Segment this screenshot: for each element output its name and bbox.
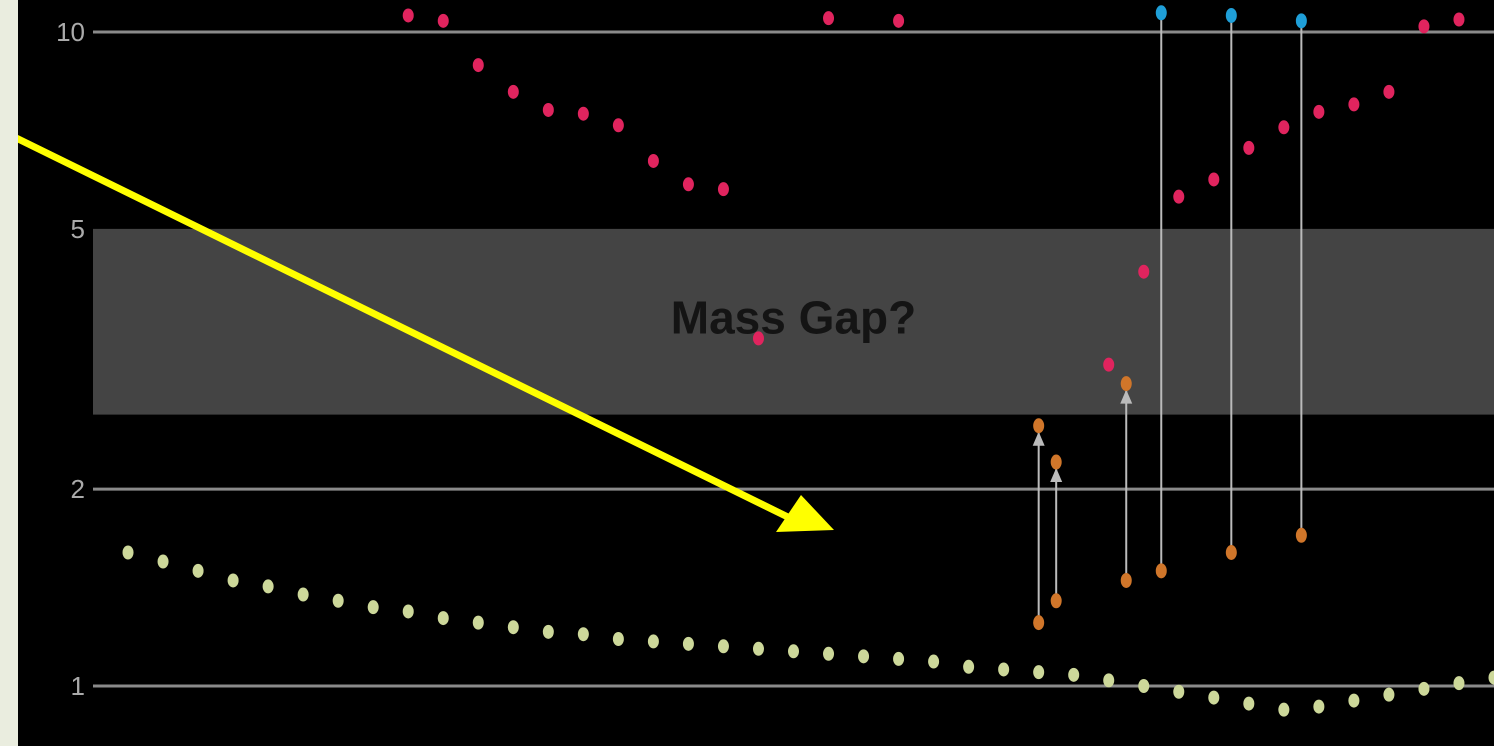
neutron-star-point xyxy=(1348,693,1360,708)
x-ray-point xyxy=(1208,172,1220,187)
neutron-star-point xyxy=(402,604,414,619)
merger-source-point xyxy=(1050,593,1062,609)
merger-product-point xyxy=(1120,376,1132,392)
neutron-star-point xyxy=(1313,699,1325,714)
neutron-star-point xyxy=(788,644,799,659)
neutron-star-point xyxy=(1208,690,1220,705)
merger-source-point xyxy=(1155,563,1167,579)
mass-gap-band xyxy=(93,228,1494,415)
x-ray-point xyxy=(1138,264,1150,279)
neutron-star-point xyxy=(682,636,694,651)
neutron-star-point xyxy=(823,646,835,661)
neutron-star-point xyxy=(227,573,239,588)
neutron-star-point xyxy=(752,641,764,656)
neutron-star-point xyxy=(1383,687,1395,702)
x-ray-point xyxy=(1348,97,1360,112)
x-ray-point xyxy=(1383,84,1395,99)
annotation-arrow xyxy=(18,134,800,526)
merger-source-point xyxy=(1120,572,1132,588)
mass-gap-label: Mass Gap? xyxy=(671,292,916,344)
merger-arrowhead xyxy=(1032,431,1045,446)
x-ray-point xyxy=(507,84,519,99)
merger-product-point xyxy=(1225,7,1237,23)
merger-product-point xyxy=(1155,5,1167,21)
neutron-star-point xyxy=(1068,667,1080,682)
neutron-star-point xyxy=(367,600,379,615)
chart: 10 5 2 1 Mass Gap? xyxy=(18,5,1494,717)
neutron-star-point xyxy=(647,634,659,649)
neutron-star-point xyxy=(928,654,940,669)
x-ray-point xyxy=(472,58,484,73)
merger-source-point xyxy=(1033,615,1045,631)
merger-arrowhead xyxy=(1120,389,1133,404)
merger-arrowhead xyxy=(1050,468,1063,483)
neutron-star-point xyxy=(717,639,729,654)
x-ray-point xyxy=(1313,104,1325,119)
x-ray-point xyxy=(893,13,905,28)
neutron-star-point xyxy=(577,627,589,642)
neutron-star-point xyxy=(192,563,204,578)
neutron-star-point xyxy=(437,611,449,626)
neutron-star-point xyxy=(1418,681,1430,696)
neutron-star-point xyxy=(262,579,274,594)
neutron-star-point xyxy=(1243,696,1255,711)
x-ray-point xyxy=(1173,189,1185,204)
neutron-star-point xyxy=(963,659,975,674)
merger-source-point xyxy=(1225,545,1237,561)
x-ray-point xyxy=(1103,357,1115,372)
neutron-star-point xyxy=(472,615,484,630)
annotation-arrowhead xyxy=(776,495,834,532)
merger-product-point xyxy=(1050,454,1062,470)
neutron-star-point xyxy=(542,624,554,639)
neutron-star-point xyxy=(858,649,870,664)
neutron-star-point xyxy=(122,545,134,560)
x-ray-point xyxy=(682,177,694,192)
x-ray-point xyxy=(542,102,554,117)
plot-panel: 10 5 2 1 Mass Gap? xyxy=(18,0,1494,746)
x-ray-point xyxy=(577,106,589,121)
merger-source-point xyxy=(1295,527,1307,543)
y-tick-label: 1 xyxy=(71,671,85,701)
neutron-star-point xyxy=(893,651,905,666)
neutron-star-point xyxy=(1033,665,1045,680)
neutron-star-point xyxy=(1278,702,1290,717)
y-tick-label: 2 xyxy=(71,474,85,504)
x-ray-point xyxy=(1278,120,1290,135)
x-ray-point xyxy=(647,153,659,168)
neutron-star-point xyxy=(297,587,309,602)
neutron-star-point xyxy=(612,631,624,646)
neutron-star-point xyxy=(507,620,519,635)
neutron-star-point xyxy=(998,662,1010,677)
y-tick-label: 10 xyxy=(56,17,85,47)
y-tick-label: 5 xyxy=(71,214,85,244)
x-ray-point xyxy=(823,11,835,26)
x-ray-point xyxy=(612,118,624,133)
x-ray-point xyxy=(717,182,729,197)
merger-product-point xyxy=(1295,13,1307,29)
x-ray-point xyxy=(402,8,414,23)
x-ray-point xyxy=(437,13,449,28)
x-ray-point xyxy=(1453,12,1465,27)
merger-product-point xyxy=(1033,418,1045,434)
neutron-star-point xyxy=(1488,670,1494,685)
neutron-star-point xyxy=(1138,679,1150,693)
x-ray-point xyxy=(1243,140,1255,155)
neutron-star-point xyxy=(1453,676,1465,691)
neutron-star-point xyxy=(1173,684,1185,699)
x-ray-point xyxy=(752,331,764,346)
neutron-star-point xyxy=(332,593,344,608)
x-ray-point xyxy=(1418,19,1430,34)
neutron-star-point xyxy=(157,554,169,569)
neutron-star-point xyxy=(1103,673,1115,688)
